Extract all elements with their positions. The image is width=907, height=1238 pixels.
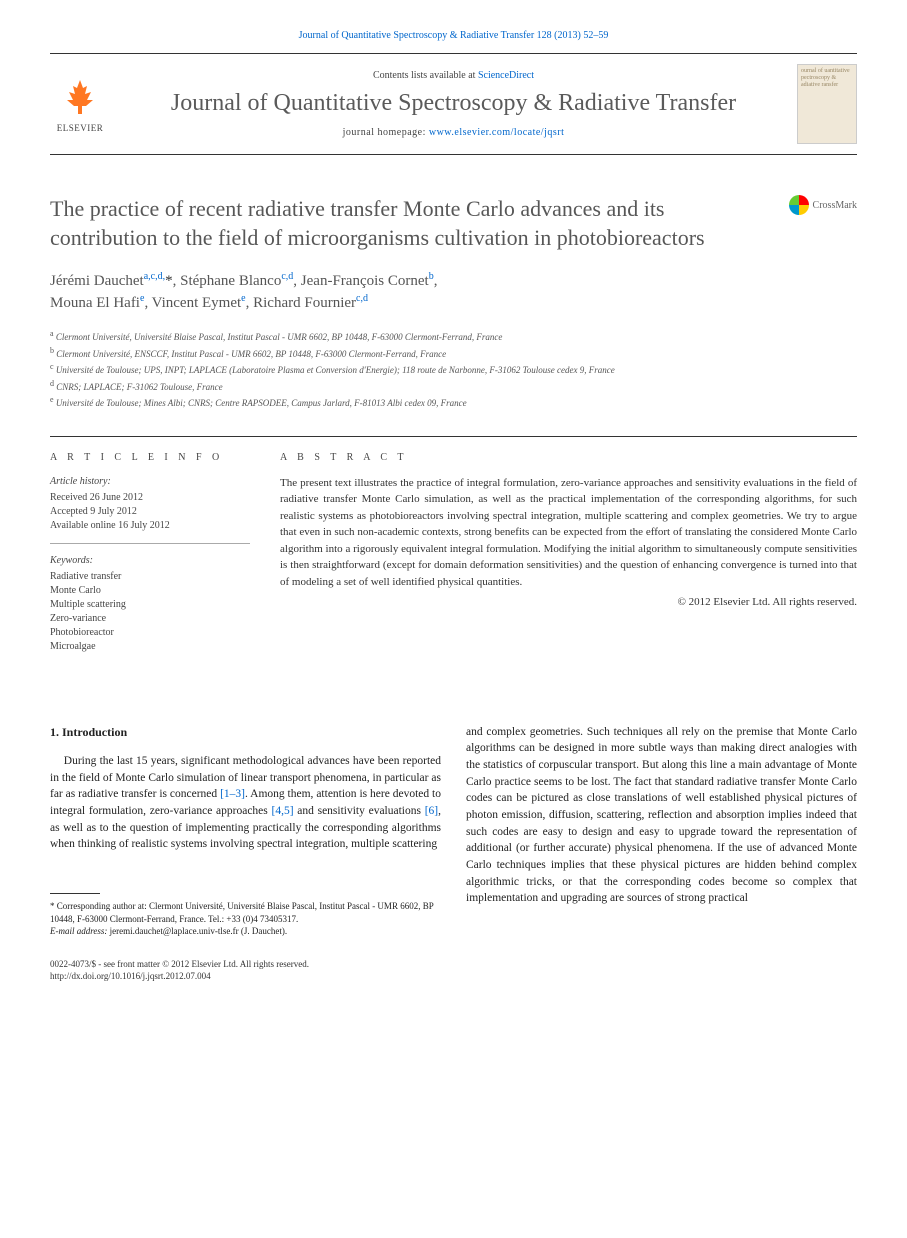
keywords-block: Keywords: Radiative transfer Monte Carlo… (50, 554, 250, 664)
keywords-label: Keywords: (50, 554, 250, 568)
author-5: Richard Fournier (253, 295, 356, 311)
author-3-aff[interactable]: e (140, 293, 144, 304)
email-label: E-mail address: (50, 926, 107, 936)
author-1: Stéphane Blanco (180, 273, 281, 289)
affiliations: a Clermont Université, Université Blaise… (50, 328, 857, 411)
col2-paragraph: and complex geometries. Such techniques … (466, 724, 857, 907)
body-columns: 1. Introduction During the last 15 years… (50, 724, 857, 983)
crossmark-label: CrossMark (813, 200, 857, 211)
keyword-0: Radiative transfer (50, 570, 250, 584)
contents-prefix: Contents lists available at (373, 70, 478, 81)
author-4: Vincent Eymet (152, 295, 242, 311)
online-date: Available online 16 July 2012 (50, 519, 250, 533)
header-citation: Journal of Quantitative Spectroscopy & R… (50, 30, 857, 41)
aff-sup-e: e (50, 395, 54, 404)
author-2-aff[interactable]: b (429, 271, 434, 282)
masthead: ELSEVIER Contents lists available at Sci… (50, 53, 857, 155)
aff-text-a: Clermont Université, Université Blaise P… (56, 332, 503, 342)
sciencedirect-link[interactable]: ScienceDirect (478, 70, 534, 81)
affiliation-e: e Université de Toulouse; Mines Albi; CN… (50, 394, 857, 411)
aff-sup-d: d (50, 379, 54, 388)
homepage-prefix: journal homepage: (343, 127, 429, 138)
corresponding-author-footnote: * Corresponding author at: Clermont Univ… (50, 900, 441, 925)
masthead-center: Contents lists available at ScienceDirec… (125, 70, 782, 139)
footnote-separator (50, 893, 100, 894)
abstract-copyright: © 2012 Elsevier Ltd. All rights reserved… (280, 596, 857, 608)
email-footnote: E-mail address: jeremi.dauchet@laplace.u… (50, 925, 441, 938)
authors: Jérémi Daucheta,c,d,*, Stéphane Blancoc,… (50, 270, 857, 314)
author-4-aff[interactable]: e (241, 293, 245, 304)
contents-line: Contents lists available at ScienceDirec… (125, 70, 782, 81)
aff-sup-c: c (50, 362, 54, 371)
keyword-1: Monte Carlo (50, 584, 250, 598)
abstract-heading: A B S T R A C T (280, 452, 857, 463)
column-left: 1. Introduction During the last 15 years… (50, 724, 441, 983)
intro-paragraph: During the last 15 years, significant me… (50, 753, 441, 853)
history-block: Article history: Received 26 June 2012 A… (50, 475, 250, 544)
aff-text-b: Clermont Université, ENSCCF, Institut Pa… (56, 349, 446, 359)
keyword-4: Photobioreactor (50, 626, 250, 640)
author-2: Jean-François Cornet (301, 273, 429, 289)
footer-line-1: 0022-4073/$ - see front matter © 2012 El… (50, 958, 441, 971)
section-1-heading: 1. Introduction (50, 724, 441, 741)
affiliation-a: a Clermont Université, Université Blaise… (50, 328, 857, 345)
ref-link-3[interactable]: [6] (425, 805, 438, 817)
history-label: Article history: (50, 475, 250, 489)
accepted-date: Accepted 9 July 2012 (50, 505, 250, 519)
affiliation-b: b Clermont Université, ENSCCF, Institut … (50, 345, 857, 362)
elsevier-label: ELSEVIER (50, 123, 110, 133)
article-info-heading: A R T I C L E I N F O (50, 452, 250, 463)
crossmark-icon (789, 195, 809, 215)
author-1-aff[interactable]: c,d (281, 271, 293, 282)
affiliation-c: c Université de Toulouse; UPS, INPT; LAP… (50, 361, 857, 378)
author-5-aff[interactable]: c,d (356, 293, 368, 304)
keyword-3: Zero-variance (50, 612, 250, 626)
aff-text-c: Université de Toulouse; UPS, INPT; LAPLA… (56, 365, 615, 375)
keyword-5: Microalgae (50, 640, 250, 654)
homepage-line: journal homepage: www.elsevier.com/locat… (125, 127, 782, 138)
abstract: A B S T R A C T The present text illustr… (280, 452, 857, 674)
author-0: Jérémi Dauchet (50, 273, 144, 289)
p1c: and sensitivity evaluations (294, 805, 425, 817)
affiliation-d: d CNRS; LAPLACE; F-31062 Toulouse, Franc… (50, 378, 857, 395)
email-value[interactable]: jeremi.dauchet@laplace.univ-tlse.fr (J. … (107, 926, 287, 936)
article-info: A R T I C L E I N F O Article history: R… (50, 452, 250, 674)
aff-text-d: CNRS; LAPLACE; F-31062 Toulouse, France (56, 382, 222, 392)
crossmark-badge[interactable]: CrossMark (789, 195, 857, 215)
aff-sup-b: b (50, 346, 54, 355)
received-date: Received 26 June 2012 (50, 491, 250, 505)
column-right: and complex geometries. Such techniques … (466, 724, 857, 983)
aff-sup-a: a (50, 329, 54, 338)
aff-text-e: Université de Toulouse; Mines Albi; CNRS… (56, 398, 467, 408)
author-3: Mouna El Hafi (50, 295, 140, 311)
article-title: The practice of recent radiative transfe… (50, 195, 769, 252)
footer-block: 0022-4073/$ - see front matter © 2012 El… (50, 958, 441, 983)
abstract-text: The present text illustrates the practic… (280, 475, 857, 591)
keyword-2: Multiple scattering (50, 598, 250, 612)
author-0-aff[interactable]: a,c,d, (144, 271, 165, 282)
elsevier-logo: ELSEVIER (50, 76, 110, 133)
footer-doi[interactable]: http://dx.doi.org/10.1016/j.jqsrt.2012.0… (50, 970, 441, 983)
elsevier-tree-icon (50, 76, 110, 123)
journal-cover-thumbnail: ournal of uantitative pectroscopy & adia… (797, 64, 857, 144)
ref-link-1[interactable]: [1–3] (220, 788, 245, 800)
journal-name: Journal of Quantitative Spectroscopy & R… (125, 89, 782, 118)
info-abstract-row: A R T I C L E I N F O Article history: R… (50, 436, 857, 674)
ref-link-2[interactable]: [4,5] (271, 805, 293, 817)
title-row: The practice of recent radiative transfe… (50, 195, 857, 252)
author-0-star: * (165, 273, 173, 289)
homepage-link[interactable]: www.elsevier.com/locate/jqsrt (429, 127, 564, 138)
